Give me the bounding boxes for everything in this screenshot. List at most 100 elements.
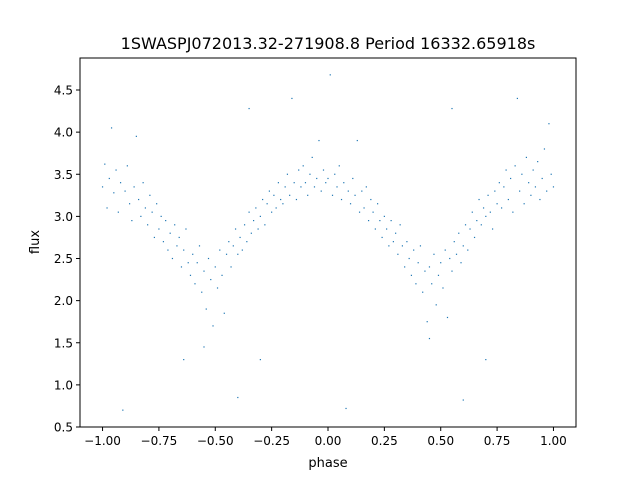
data-point xyxy=(431,283,433,285)
data-point xyxy=(104,163,106,165)
data-point xyxy=(498,182,500,184)
data-point xyxy=(196,262,198,264)
data-point xyxy=(514,165,516,167)
data-point xyxy=(471,211,473,213)
data-point xyxy=(129,203,131,205)
data-point xyxy=(277,182,279,184)
data-point xyxy=(489,211,491,213)
data-point xyxy=(442,287,444,289)
data-point xyxy=(156,203,158,205)
data-point xyxy=(532,169,534,171)
data-point xyxy=(183,249,185,251)
data-point xyxy=(422,291,424,293)
data-point xyxy=(349,203,352,205)
x-tick-label: 0.50 xyxy=(427,434,454,448)
y-axis-label: flux xyxy=(28,230,43,254)
data-point xyxy=(203,346,205,348)
data-point xyxy=(259,215,261,217)
data-point xyxy=(165,219,167,222)
data-point xyxy=(446,316,449,319)
data-point xyxy=(228,241,230,243)
data-point xyxy=(237,253,239,255)
data-point xyxy=(478,198,480,201)
data-point xyxy=(259,359,261,361)
data-point xyxy=(117,211,119,213)
data-point xyxy=(340,198,343,201)
data-point xyxy=(108,177,110,180)
data-point xyxy=(212,325,214,327)
data-point xyxy=(151,211,153,213)
data-point xyxy=(338,165,340,167)
data-point xyxy=(216,287,219,289)
data-points xyxy=(101,74,555,411)
data-point xyxy=(424,270,426,272)
y-tick-label: 4.0 xyxy=(54,126,73,140)
data-point xyxy=(178,236,180,239)
data-point xyxy=(451,270,453,272)
data-point xyxy=(243,224,246,226)
data-point xyxy=(316,177,318,180)
data-point xyxy=(458,232,460,234)
y-axis: 0.5 1.0 1.5 2.0 2.5 3.0 3.5 4.0 4.5 xyxy=(54,84,80,435)
data-point xyxy=(462,245,464,247)
data-point xyxy=(543,148,546,150)
data-point xyxy=(198,245,201,247)
y-tick-label: 2.0 xyxy=(54,294,73,308)
data-point xyxy=(239,236,241,239)
data-point xyxy=(552,186,555,188)
data-point xyxy=(232,245,234,247)
data-point xyxy=(221,274,223,276)
data-point xyxy=(548,123,550,125)
data-point xyxy=(406,241,408,243)
data-point xyxy=(539,198,541,201)
data-point xyxy=(390,219,392,222)
data-point xyxy=(264,224,266,226)
data-point xyxy=(248,211,250,213)
data-point xyxy=(537,161,539,163)
y-tick-label: 3.0 xyxy=(54,210,73,224)
data-point xyxy=(408,257,410,260)
data-point xyxy=(169,232,171,234)
data-point xyxy=(494,190,496,192)
data-point xyxy=(119,182,122,184)
data-point xyxy=(331,194,334,196)
y-tick-label: 3.5 xyxy=(54,168,73,182)
data-point xyxy=(534,186,537,188)
x-tick-label: 0.75 xyxy=(484,434,511,448)
data-point xyxy=(361,190,363,192)
y-tick-label: 2.5 xyxy=(54,252,73,266)
y-tick-label: 0.5 xyxy=(54,421,73,435)
data-point xyxy=(201,291,203,293)
data-point xyxy=(367,219,370,222)
data-point xyxy=(241,249,243,251)
data-point xyxy=(282,203,284,205)
data-point xyxy=(473,236,476,239)
data-point xyxy=(322,169,325,171)
data-point xyxy=(313,186,316,188)
data-point xyxy=(345,407,347,410)
data-point xyxy=(158,228,160,230)
data-point xyxy=(379,219,381,222)
data-point xyxy=(257,228,259,230)
data-point xyxy=(144,207,146,209)
data-point xyxy=(291,97,293,100)
data-point xyxy=(124,190,126,192)
data-point xyxy=(404,266,406,268)
data-point xyxy=(280,198,282,201)
data-point xyxy=(205,308,207,310)
data-point xyxy=(234,228,237,230)
data-point xyxy=(516,97,518,100)
data-point xyxy=(325,182,327,184)
data-point xyxy=(525,156,527,159)
data-point xyxy=(246,241,248,243)
data-point xyxy=(248,107,250,110)
x-tick-label: −1.00 xyxy=(84,434,121,448)
data-point xyxy=(482,207,485,209)
data-point xyxy=(237,396,239,399)
data-point xyxy=(138,198,140,201)
data-point xyxy=(268,190,270,192)
data-point xyxy=(101,186,104,188)
data-point xyxy=(519,190,521,192)
data-point xyxy=(122,409,124,411)
data-point xyxy=(401,245,403,247)
